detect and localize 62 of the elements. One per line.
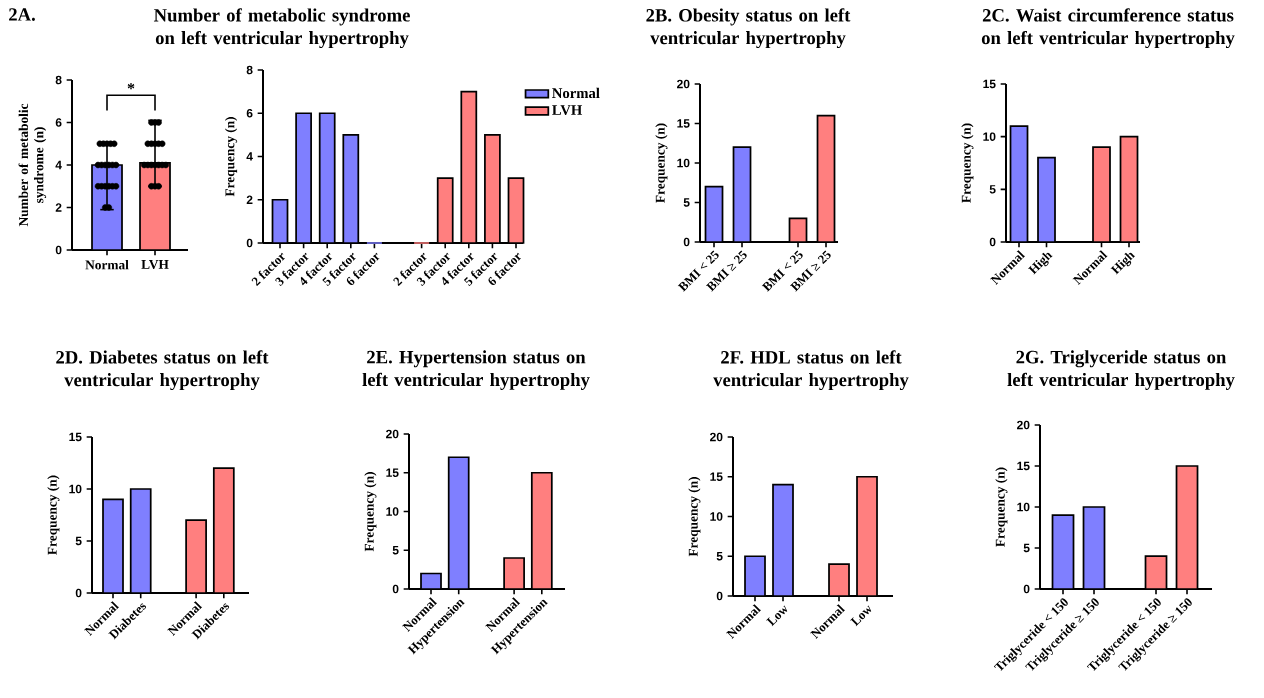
y-tick-label: 10	[69, 484, 82, 494]
y-tick-label: 2	[246, 195, 253, 204]
y-tick-label: 0	[392, 584, 399, 594]
legend-label: LVH	[552, 105, 583, 116]
y-tick-label: 4	[55, 160, 62, 170]
y-tick-label: 6	[55, 118, 62, 127]
y-tick-label: 15	[1017, 461, 1030, 471]
y-axis-title: Frequency (n)	[688, 477, 701, 557]
chart-title: 2D. Diabetes status on left ventricular hypertrophy	[56, 350, 269, 391]
y-axis-title: Number of metabolic syndrome (n)	[18, 103, 47, 227]
y-tick-label: 5	[683, 198, 690, 207]
y-tick-label: 10	[1017, 502, 1030, 512]
y-tick-label: 10	[677, 158, 690, 168]
y-tick-label: 8	[55, 75, 62, 85]
y-tick-label: 5	[989, 185, 996, 194]
chart-title: 2G. Triglyceride status on left ventricular hypertrophy	[1007, 350, 1235, 390]
y-tick-label: 8	[246, 65, 253, 75]
y-tick-label: 20	[677, 79, 690, 89]
y-axis-title: Frequency (n)	[47, 475, 60, 555]
y-axis-title: Frequency (n)	[655, 123, 668, 203]
y-tick-label: 15	[710, 472, 723, 481]
y-axis-title: Frequency (n)	[961, 123, 974, 203]
chart-title: 2A.	[9, 8, 35, 21]
legend-label: Normal	[552, 87, 600, 99]
y-tick-label: 0	[716, 591, 723, 601]
y-tick-label: 0	[246, 238, 253, 248]
y-axis-title: Frequency (n)	[995, 467, 1008, 547]
y-tick-label: 0	[1023, 584, 1030, 594]
chart-title: 2E. Hypertension status on left ventricular hypertrophy	[362, 350, 590, 390]
chart-title: 2C. Waist circumference status on left ventricular hypertrophy	[981, 8, 1235, 49]
x-tick-label: Normal	[85, 260, 129, 270]
y-tick-label: 6	[246, 108, 253, 118]
x-tick-label: High	[1028, 252, 1053, 275]
y-tick-label: 10	[386, 507, 399, 516]
y-tick-label: 15	[386, 468, 399, 477]
y-tick-label: 20	[386, 429, 399, 439]
y-tick-label: 5	[1023, 543, 1030, 553]
y-tick-label: 0	[55, 245, 62, 255]
x-tick-label: Low	[766, 605, 788, 627]
y-tick-label: 10	[983, 132, 996, 141]
y-axis-title: Frequency (n)	[224, 117, 238, 197]
y-tick-label: 5	[75, 536, 82, 546]
y-tick-label: 20	[710, 432, 723, 442]
y-tick-label: 0	[683, 237, 690, 247]
y-tick-label: 15	[983, 79, 996, 89]
y-tick-label: 5	[716, 552, 723, 561]
annotation: *	[127, 83, 135, 90]
chart-title: 2F. HDL status on left ventricular hypertrophy	[713, 350, 909, 391]
y-tick-label: 20	[1017, 420, 1030, 430]
y-tick-label: 2	[55, 203, 62, 212]
y-tick-label: 4	[246, 152, 253, 161]
x-tick-label: LVH	[141, 260, 169, 269]
y-tick-label: 10	[710, 512, 723, 521]
y-tick-label: 15	[69, 432, 82, 442]
y-tick-label: 5	[392, 546, 399, 555]
y-tick-label: 0	[989, 237, 996, 247]
x-tick-label: Low	[850, 605, 872, 627]
y-tick-label: 0	[75, 588, 82, 598]
chart-title: Number of metabolic syndrome on left ventricular hypertrophy	[153, 8, 410, 49]
chart-title: 2B. Obesity status on left ventricular hypertrophy	[646, 8, 851, 49]
y-axis-title: Frequency (n)	[364, 472, 377, 552]
y-tick-label: 15	[677, 119, 690, 128]
